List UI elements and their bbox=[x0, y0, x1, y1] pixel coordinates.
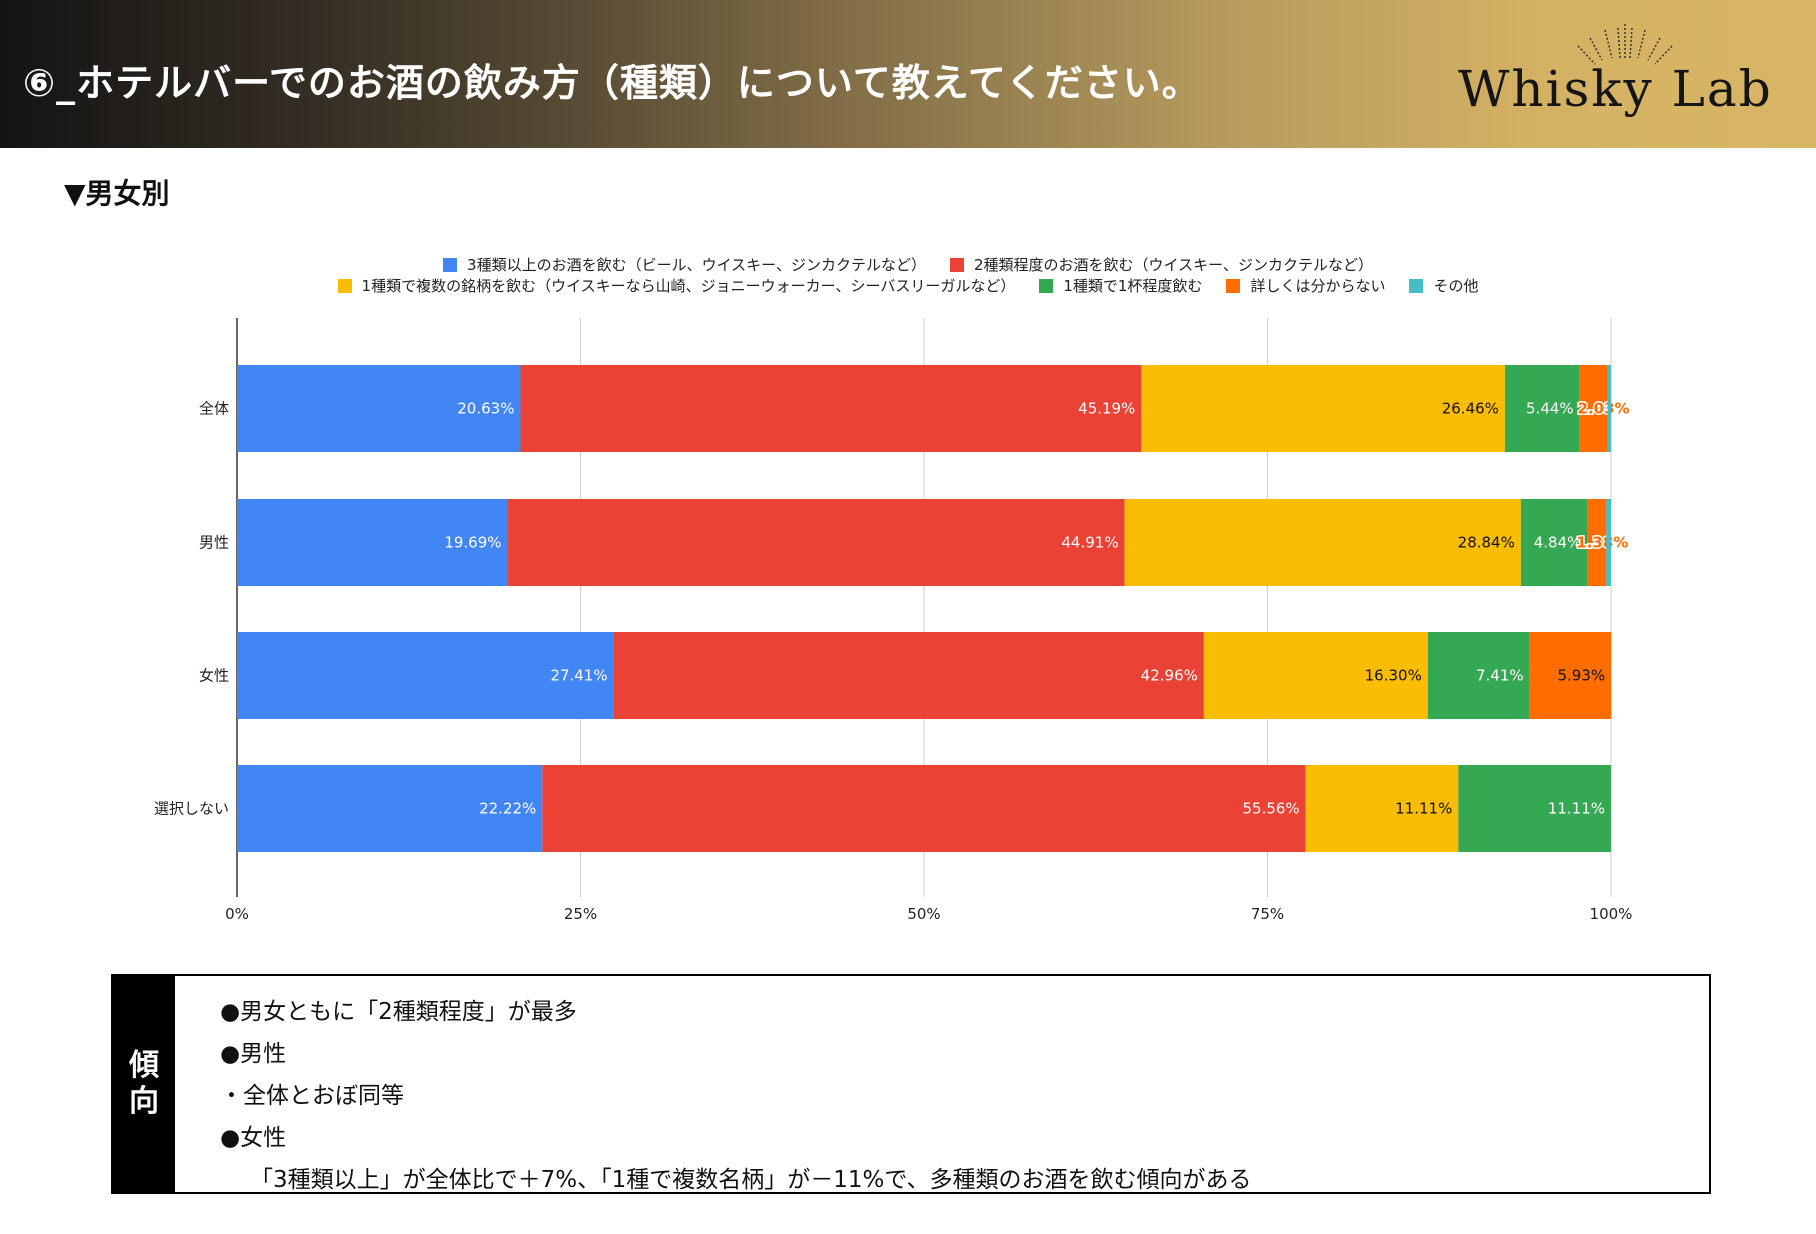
bar-segment bbox=[237, 765, 543, 852]
trend-line: ●男女ともに「2種類程度」が最多 bbox=[220, 999, 577, 1025]
bar-segment bbox=[520, 365, 1142, 452]
category-label: 男性 bbox=[199, 534, 229, 552]
bar-segment bbox=[1607, 365, 1611, 452]
stacked-bar-chart: 0% 25% 50% 75% 100% 全体 20.63% 45.19% 26.46% 5.44%… bbox=[154, 318, 1633, 923]
data-label: 2.03% bbox=[1578, 400, 1630, 418]
page-title: ⑥_ホテルバーでのお酒の飲み方（種類）について教えてください。 bbox=[23, 61, 1201, 105]
trend-label-char: 傾 bbox=[129, 1048, 159, 1083]
x-tick-label: 0% bbox=[225, 905, 249, 923]
data-label: 27.41% bbox=[550, 667, 607, 685]
data-label: 55.56% bbox=[1242, 800, 1299, 818]
bar-segment bbox=[1203, 632, 1428, 719]
legend-swatch bbox=[950, 257, 964, 272]
category-label: 全体 bbox=[199, 400, 229, 418]
data-label: 4.84% bbox=[1534, 534, 1582, 552]
legend-label: 3種類以上のお酒を飲む（ビール、ウイスキー、ジンカクテルなど） bbox=[467, 256, 926, 274]
legend-item: 3種類以上のお酒を飲む（ビール、ウイスキー、ジンカクテルなど） bbox=[443, 254, 926, 275]
logo-text: Whisky Lab bbox=[1458, 60, 1773, 118]
trend-line: ●男性 bbox=[220, 1041, 287, 1067]
x-tick-label: 50% bbox=[907, 905, 940, 923]
data-label: 20.63% bbox=[457, 400, 514, 418]
chart-legend-row-1: 3種類以上のお酒を飲む（ビール、ウイスキー、ジンカクテルなど） 2種類程度のお酒を… bbox=[0, 254, 1816, 275]
data-label: 7.41% bbox=[1476, 667, 1524, 685]
header-banner: ⑥_ホテルバーでのお酒の飲み方（種類）について教えてください。 Whisky L… bbox=[0, 0, 1816, 148]
bar-segment bbox=[237, 365, 521, 452]
data-label: 26.46% bbox=[1442, 400, 1499, 418]
logo-rays-icon bbox=[1577, 24, 1673, 65]
data-label: 11.11% bbox=[1395, 800, 1452, 818]
bar-segment bbox=[1606, 499, 1611, 586]
x-tick-label: 25% bbox=[564, 905, 597, 923]
bar-segment bbox=[237, 499, 508, 586]
whiskylab-logo: Whisky Lab bbox=[1450, 18, 1800, 138]
legend-swatch bbox=[443, 257, 458, 272]
trend-line: ●女性 bbox=[220, 1125, 287, 1151]
data-label: 22.22% bbox=[479, 800, 536, 818]
data-label: 5.93% bbox=[1557, 667, 1605, 685]
bar-segment bbox=[1520, 499, 1588, 586]
bar-segment bbox=[507, 499, 1125, 586]
legend-swatch bbox=[337, 278, 352, 293]
legend-label: 1種類で1杯程度飲む bbox=[1063, 277, 1203, 295]
bar-segment bbox=[1579, 365, 1608, 452]
data-label: 42.96% bbox=[1141, 667, 1198, 685]
bar-segment bbox=[1141, 365, 1505, 452]
bar-segment bbox=[1458, 765, 1611, 852]
legend-label: 2種類程度のお酒を飲む（ウイスキー、ジンカクテルなど） bbox=[974, 256, 1373, 274]
data-label: 28.84% bbox=[1458, 534, 1515, 552]
legend-swatch bbox=[1039, 278, 1054, 293]
section-heading: ▼男女別 bbox=[64, 177, 170, 210]
data-label: 1.38% bbox=[1576, 534, 1628, 552]
bar-segment bbox=[1305, 765, 1459, 852]
data-label: 19.69% bbox=[444, 534, 501, 552]
trend-label-char: 向 bbox=[129, 1084, 159, 1119]
legend-item: その他 bbox=[1409, 275, 1478, 296]
trend-line: 「3種類以上」が全体比で＋7%、「1種で複数名柄」が－11%で、多種類のお酒を飲… bbox=[250, 1167, 1252, 1193]
bar-segment bbox=[1587, 499, 1607, 586]
data-label: 5.44% bbox=[1526, 400, 1574, 418]
bar-segment bbox=[542, 765, 1306, 852]
legend-swatch bbox=[1226, 278, 1241, 293]
data-label: 11.11% bbox=[1548, 800, 1605, 818]
x-tick-label: 75% bbox=[1251, 905, 1284, 923]
chart-legend-row-2: 1種類で複数の銘柄を飲む（ウイスキーなら山崎、ジョニーウォーカー、シーバスリーガ… bbox=[0, 275, 1816, 296]
bar-segment bbox=[1124, 499, 1521, 586]
legend-label: その他 bbox=[1433, 277, 1479, 295]
category-label: 選択しない bbox=[154, 800, 229, 818]
legend-item: 2種類程度のお酒を飲む（ウイスキー、ジンカクテルなど） bbox=[950, 254, 1373, 275]
bar-segment bbox=[613, 632, 1204, 719]
data-label: 44.91% bbox=[1061, 534, 1118, 552]
bar-segment bbox=[1427, 632, 1530, 719]
bar-segment bbox=[237, 632, 614, 719]
trend-line: ・全体とおぼ同等 bbox=[220, 1083, 404, 1109]
legend-swatch bbox=[1409, 278, 1424, 293]
trend-box: 傾 向 ●男女ともに「2種類程度」が最多 ●男性 ・全体とおぼ同等 ●女性 「3… bbox=[111, 974, 1711, 1194]
bar-segment bbox=[1504, 365, 1580, 452]
trend-side-label: 傾 向 bbox=[113, 976, 175, 1192]
data-label: 16.30% bbox=[1365, 667, 1422, 685]
legend-label: 詳しくは分からない bbox=[1250, 277, 1386, 295]
category-label: 女性 bbox=[199, 667, 229, 685]
legend-label: 1種類で複数の銘柄を飲む（ウイスキーなら山崎、ジョニーウォーカー、シーバスリーガ… bbox=[361, 277, 1016, 295]
x-tick-label: 100% bbox=[1590, 905, 1633, 923]
legend-item: 1種類で1杯程度飲む bbox=[1039, 275, 1202, 296]
data-label: 45.19% bbox=[1078, 400, 1135, 418]
bar-segment bbox=[1529, 632, 1612, 719]
legend-item: 1種類で複数の銘柄を飲む（ウイスキーなら山崎、ジョニーウォーカー、シーバスリーガ… bbox=[337, 275, 1016, 296]
legend-item: 詳しくは分からない bbox=[1226, 275, 1385, 296]
